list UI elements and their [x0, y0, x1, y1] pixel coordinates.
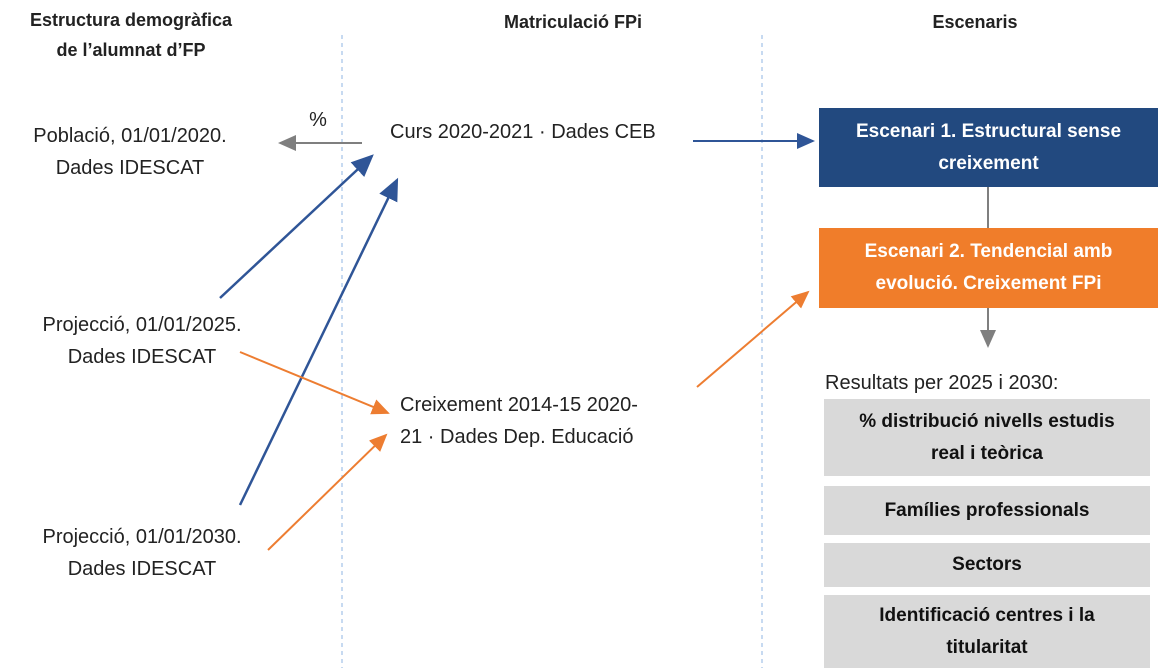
text-line: Població, 01/01/2020. — [33, 125, 227, 147]
text-line: Curs 2020-2021 · Dades CEB — [390, 121, 656, 143]
text-line: real i teòrica — [931, 442, 1043, 464]
arrow — [238, 177, 399, 506]
text-line: Escenari 2. Tendencial amb — [864, 241, 1113, 262]
text-line: Projecció, 01/01/2025. — [42, 314, 242, 336]
text-line: Sectors — [952, 554, 1022, 575]
text-line: evolució. Creixement FPi — [875, 273, 1102, 294]
text-line: Creixement 2014-15 2020- — [400, 394, 638, 416]
arrow — [239, 351, 390, 415]
source-node: Projecció, 01/01/2030. Dades IDESCAT — [12, 521, 272, 585]
text-line: Estructura demogràfica — [29, 10, 233, 30]
results-title: Resultats per 2025 i 2030: — [825, 367, 1059, 399]
text-line: Identificació centres i la — [879, 604, 1095, 626]
text-line: 21 · Dades Dep. Educació — [400, 426, 634, 448]
enrolment-node: Creixement 2014-15 2020- 21 · Dades Dep. … — [400, 389, 638, 453]
text-line: % distribució nivells estudis — [859, 410, 1115, 432]
enrolment-node: Curs 2020-2021 · Dades CEB — [390, 116, 656, 148]
arrow — [267, 433, 388, 551]
text-line: titularitat — [946, 636, 1028, 658]
source-node: Població, 01/01/2020. Dades IDESCAT — [0, 120, 260, 184]
arrow — [219, 154, 374, 299]
text-line: Dades IDESCAT — [67, 346, 217, 368]
text-line: Matriculació FPi — [503, 12, 643, 32]
text-line: Dades IDESCAT — [55, 157, 205, 179]
column-header: Matriculació FPi — [423, 7, 723, 37]
text-line: Projecció, 01/01/2030. — [42, 526, 242, 548]
text-line: de l’alumnat d’FP — [56, 40, 206, 60]
text-line: creixement — [938, 152, 1039, 174]
arrow-label: % — [300, 104, 336, 136]
column-header: Estructura demogràfica de l’alumnat d’FP — [0, 5, 262, 65]
text-line: % — [309, 109, 327, 131]
result-box: % distribució nivells estudis real i teòr… — [824, 399, 1150, 476]
text-line: Famílies professionals — [884, 499, 1090, 521]
source-node: Projecció, 01/01/2025. Dades IDESCAT — [12, 309, 272, 373]
text-line: Escenari 1. Estructural sense — [855, 120, 1122, 142]
text-line: Resultats per 2025 i 2030: — [825, 372, 1059, 394]
text-line: Escenaris — [932, 12, 1018, 32]
arrow — [696, 290, 810, 388]
scenario-box: Escenari 1. Estructural sense creixement — [819, 108, 1158, 187]
result-box: Famílies professionals — [824, 486, 1150, 535]
text-line: Dades IDESCAT — [67, 558, 217, 580]
scenario-box: Escenari 2. Tendencial amb evolució. Crei… — [819, 228, 1158, 308]
column-header: Escenaris — [825, 7, 1125, 37]
result-box: Sectors — [824, 543, 1150, 587]
result-box: Identificació centres i la titularitat — [824, 595, 1150, 668]
